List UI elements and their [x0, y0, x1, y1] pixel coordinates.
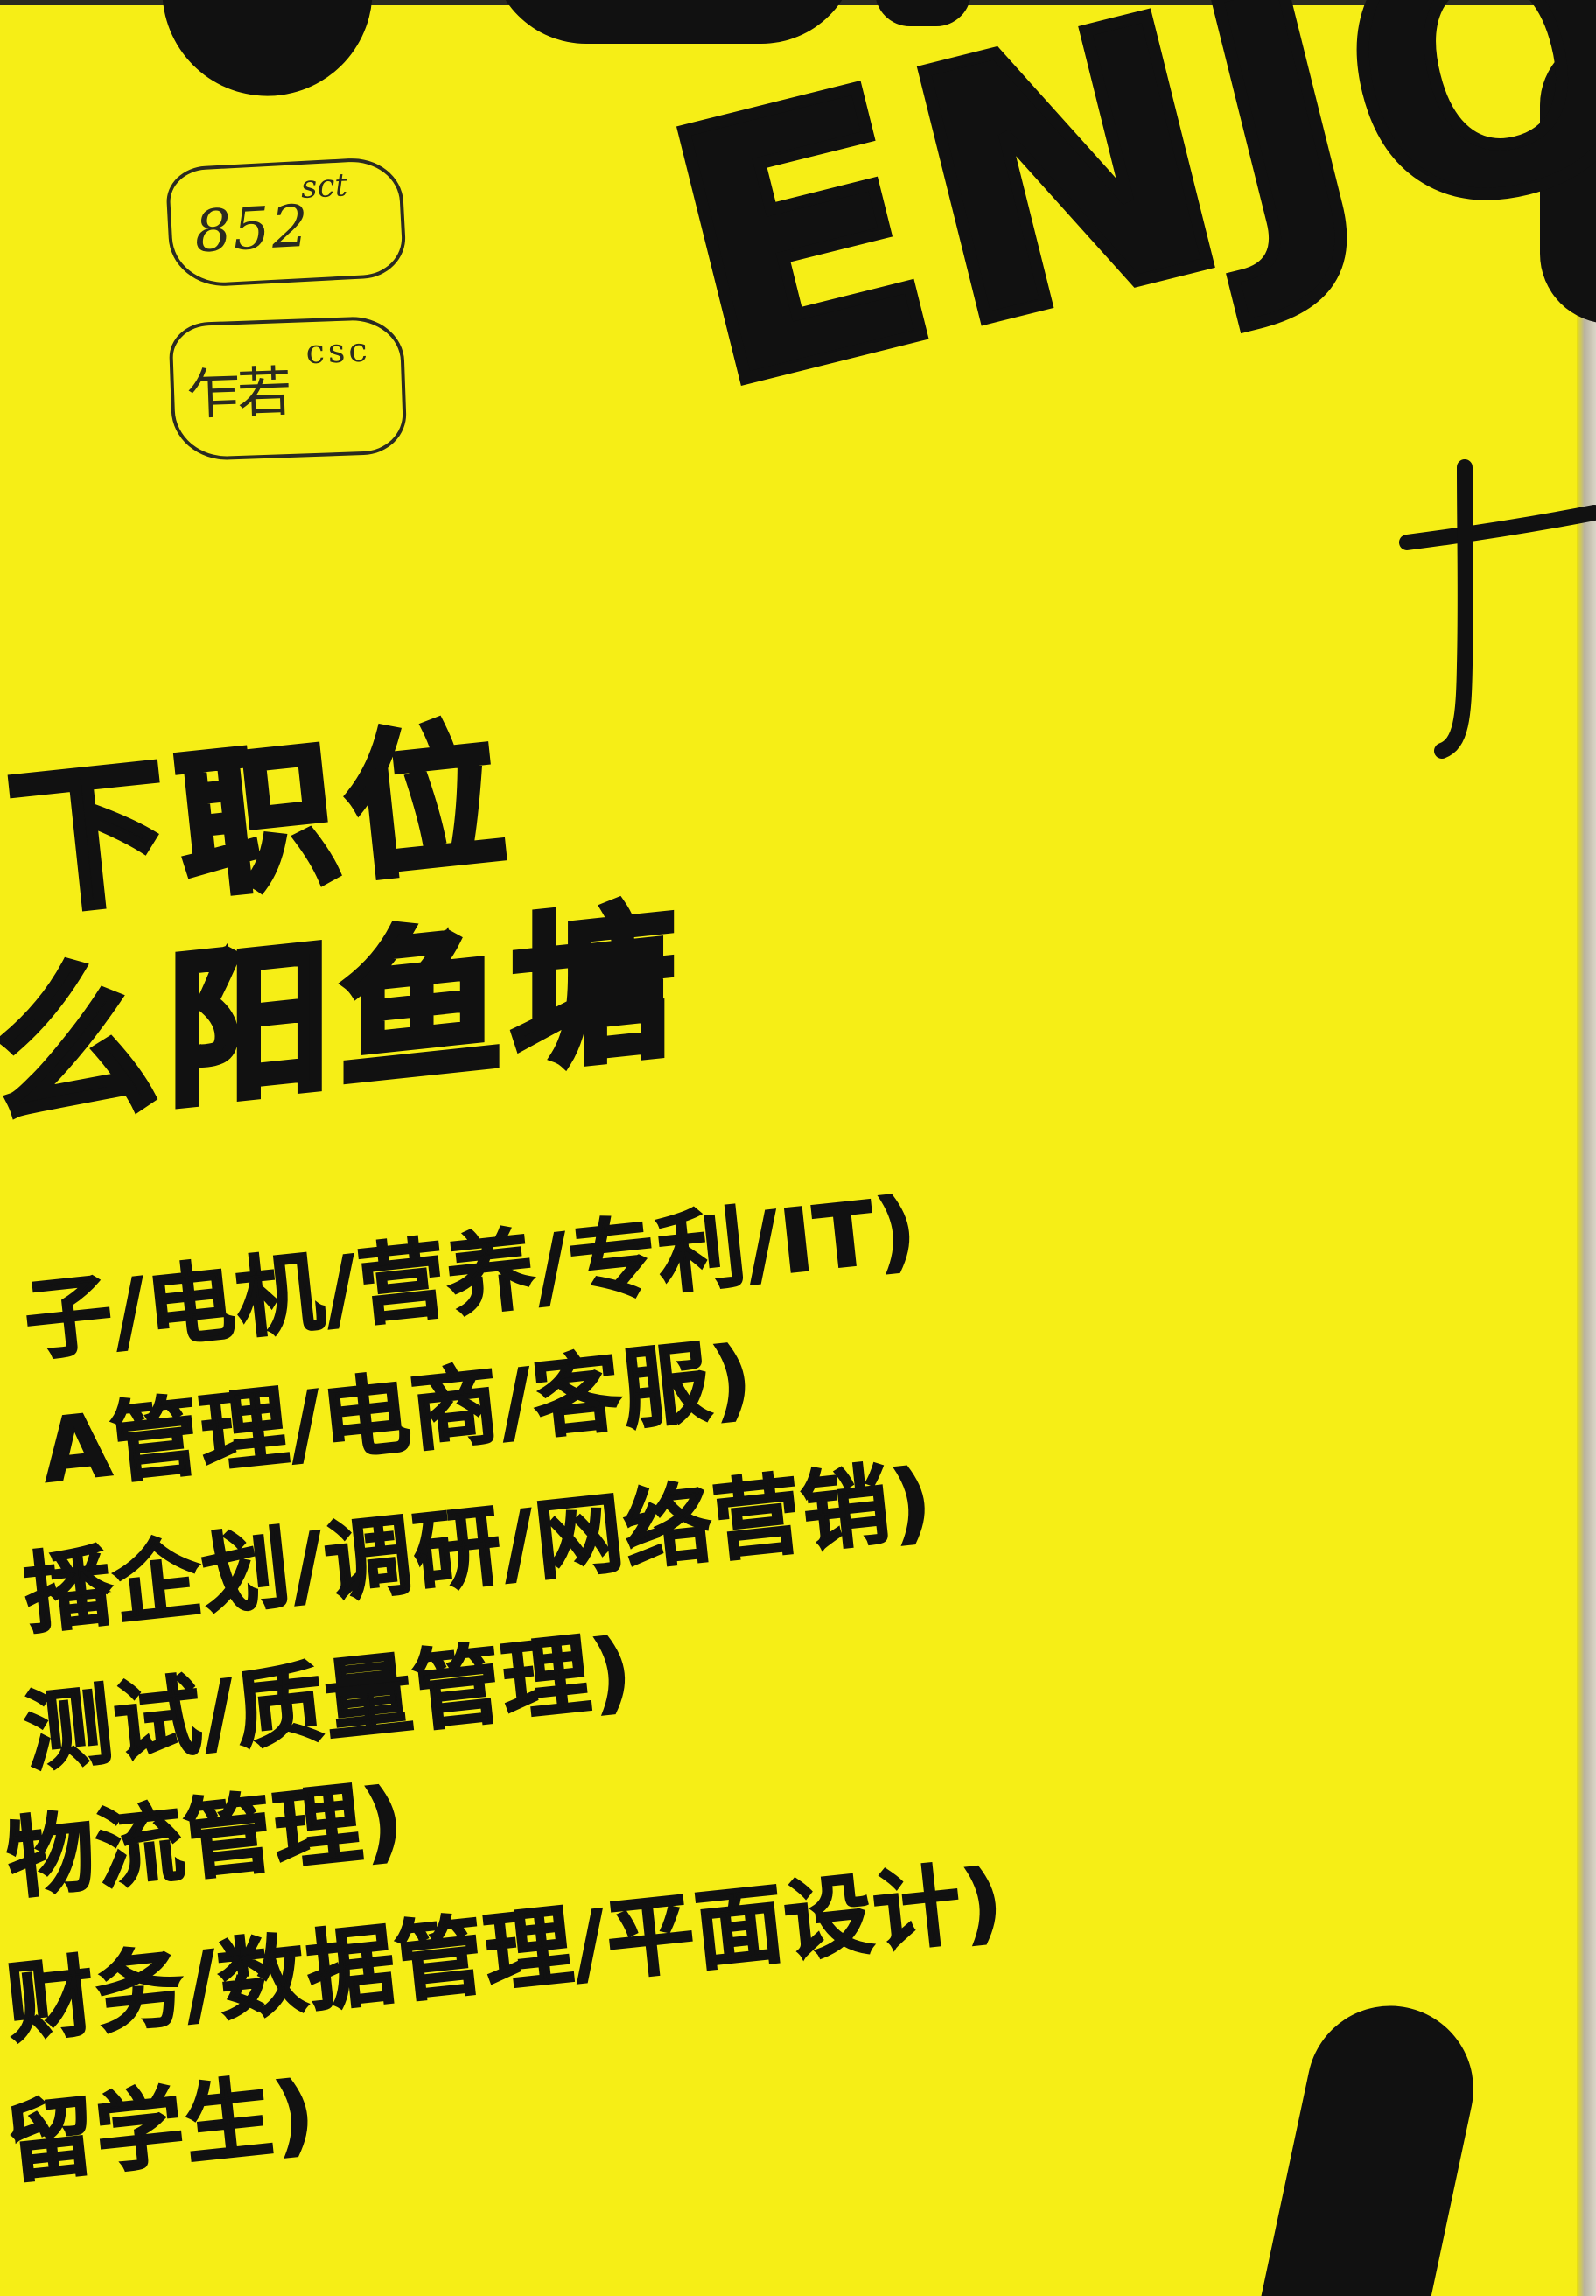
cross-mark-icon [1399, 459, 1596, 759]
decorative-blob-top-middle [490, 0, 858, 44]
job-line-7: 留学生) [1, 2061, 321, 2196]
decorative-blob-right-edge [1540, 35, 1596, 324]
paper-right-edge [1577, 0, 1596, 2296]
